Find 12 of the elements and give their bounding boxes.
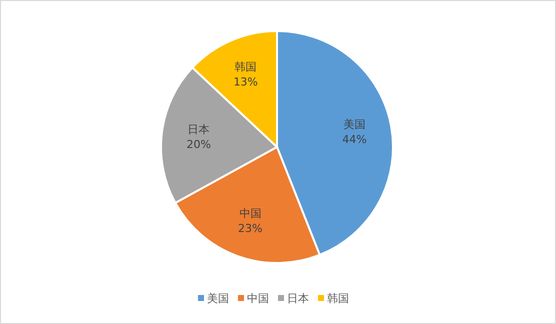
legend-label: 美国 [207, 292, 229, 305]
slice-label: 日本 [188, 123, 210, 136]
data-label: 20% [186, 138, 211, 152]
legend-label: 中国 [247, 292, 269, 305]
legend-label: 日本 [287, 292, 309, 305]
data-label: 13% [233, 76, 258, 89]
slice-label: 中国 [239, 207, 262, 220]
data-label: 44% [342, 133, 367, 146]
legend-label: 韩国 [327, 292, 349, 305]
slice-label: 美国 [343, 118, 366, 132]
data-label: 23% [238, 222, 263, 236]
slice-label: 韩国 [234, 60, 257, 74]
